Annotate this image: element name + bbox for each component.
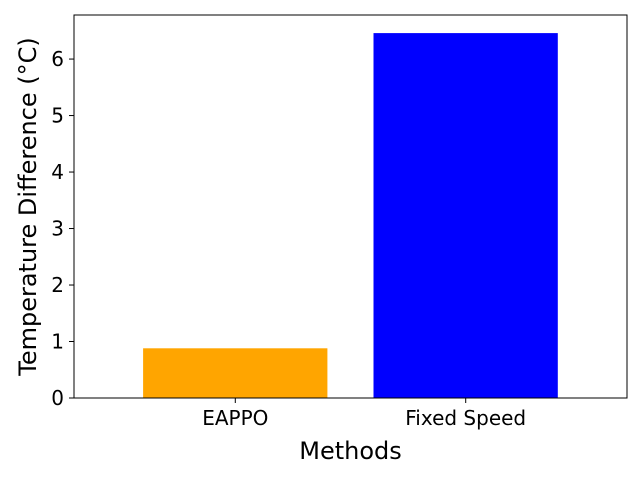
bars-group [143,33,558,398]
x-axis-ticks: EAPPO Fixed Speed [202,398,526,430]
y-tick-label: 5 [51,104,64,128]
y-tick-label: 6 [51,47,64,71]
y-tick-label: 2 [51,273,64,297]
bar-fixed-speed [373,33,558,398]
y-axis-ticks: 0 1 2 3 4 5 6 [51,47,74,410]
bar-eappo [143,348,328,398]
y-tick-label: 4 [51,160,64,184]
y-tick-label: 1 [51,330,64,354]
plot-area-frame [73,14,628,399]
y-tick-label: 3 [51,217,64,241]
x-tick-label: Fixed Speed [405,406,526,430]
y-tick-label: 0 [51,386,64,410]
x-tick-label: EAPPO [202,406,268,430]
y-axis-label: Temperature Difference (°C) [14,37,42,377]
x-axis-label: Methods [299,437,402,465]
